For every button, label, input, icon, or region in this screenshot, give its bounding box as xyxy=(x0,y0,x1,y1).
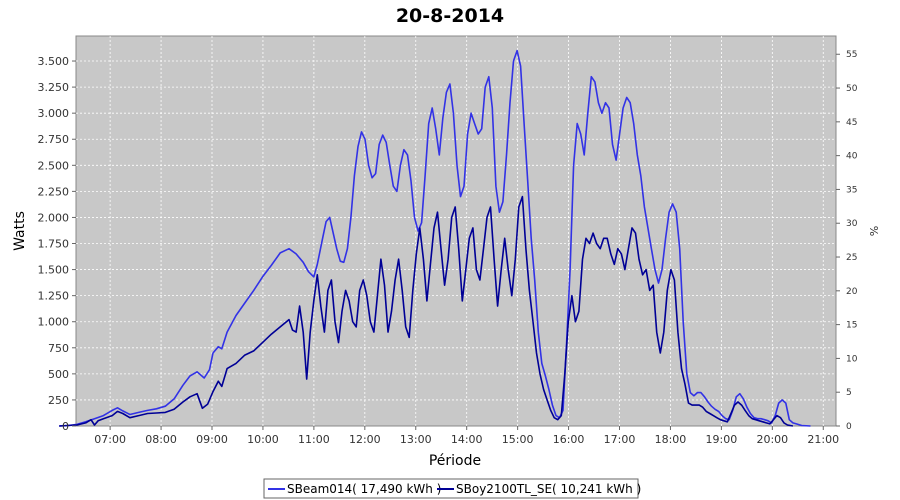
series-line-sboy2100tl xyxy=(59,195,794,427)
series-line-sbeam014 xyxy=(59,49,811,427)
legend-entry-sboy2100tl: SBoy2100TL_SE( 10,241 kWh ) xyxy=(456,482,641,496)
series-layer xyxy=(59,49,811,427)
y2-tick-label: 15 xyxy=(846,321,857,331)
y-tick-label: 2.750 xyxy=(38,133,70,146)
x-tick-label: 21:00 xyxy=(807,433,839,446)
x-tick-label: 16:00 xyxy=(553,433,585,446)
y2-tick-label: 55 xyxy=(846,50,857,60)
y2-tick-label: 25 xyxy=(846,253,857,263)
x-tick-label: 20:00 xyxy=(756,433,788,446)
y-tick-label: 3.500 xyxy=(38,55,70,68)
y2-tick-label: 0 xyxy=(846,422,852,432)
y2-tick-label: 45 xyxy=(846,118,857,128)
y2-tick-label: 20 xyxy=(846,287,858,297)
y2-tick-label: 30 xyxy=(846,219,858,229)
x-axis-label: Période xyxy=(429,453,481,469)
y-tick-label: 2.250 xyxy=(38,185,70,198)
x-tick-label: 11:00 xyxy=(298,433,330,446)
plot-area xyxy=(75,35,837,427)
y-tick-label: 750 xyxy=(48,342,69,355)
y2-tick-label: 35 xyxy=(846,185,857,195)
legend: SBeam014( 17,490 kWh ) SBoy2100TL_SE( 10… xyxy=(263,478,641,499)
x-tick-label: 14:00 xyxy=(451,433,483,446)
y-tick-label: 3.250 xyxy=(38,81,70,94)
y-axis-label: Watts xyxy=(12,211,28,251)
x-tick-label: 07:00 xyxy=(94,433,126,446)
y2-tick-label: 40 xyxy=(846,152,858,162)
y2-tick-label: 50 xyxy=(846,84,858,94)
y2-tick-label: 10 xyxy=(846,354,858,364)
x-tick-label: 10:00 xyxy=(247,433,279,446)
y-tick-label: 1.000 xyxy=(38,316,70,329)
y-tick-label: 250 xyxy=(48,394,69,407)
y-tick-label: 0 xyxy=(62,420,69,433)
x-tick-label: 09:00 xyxy=(196,433,228,446)
y-axis: 0 250 500 750 1.000 1.250 1.500 1.750 2.000 2.250… xyxy=(38,55,76,433)
y-tick-label: 1.500 xyxy=(38,264,70,277)
y-tick-label: 1.250 xyxy=(38,290,70,303)
x-tick-label: 13:00 xyxy=(400,433,432,446)
x-tick-label: 18:00 xyxy=(655,433,687,446)
chart-title: 20-8-2014 xyxy=(396,5,504,27)
x-tick-label: 12:00 xyxy=(349,433,381,446)
x-tick-label: 19:00 xyxy=(706,433,738,446)
y2-axis-label: % xyxy=(867,226,880,236)
x-tick-label: 17:00 xyxy=(604,433,636,446)
y-tick-label: 3.000 xyxy=(38,107,70,120)
x-axis: 07:00 08:00 09:00 10:00 11:00 12:00 13:00 14:00… xyxy=(94,426,839,446)
y2-axis-right: 0 5 10 15 20 25 30 35 40 45 50 55 xyxy=(836,50,858,432)
x-tick-label: 15:00 xyxy=(502,433,534,446)
y-tick-label: 2.000 xyxy=(38,211,70,224)
y2-tick-label: 5 xyxy=(846,388,852,398)
y-tick-label: 1.750 xyxy=(38,238,70,251)
x-tick-label: 08:00 xyxy=(145,433,177,446)
y-tick-label: 500 xyxy=(48,368,69,381)
y-tick-label: 2.500 xyxy=(38,159,70,172)
legend-entry-sbeam014: SBeam014( 17,490 kWh ) xyxy=(287,482,441,496)
